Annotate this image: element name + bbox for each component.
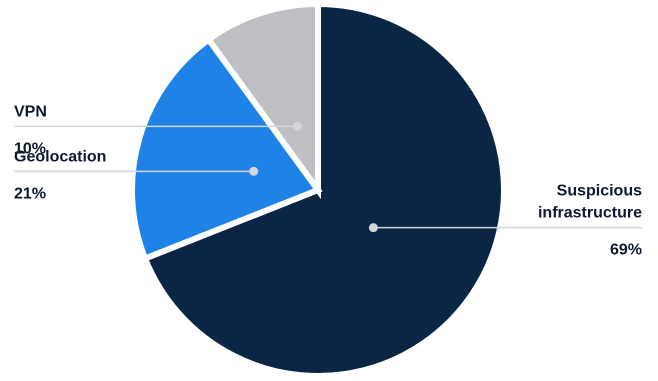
slice-value-suspicious-infrastructure: 69% — [610, 242, 642, 259]
slice-label-vpn: VPN — [14, 103, 47, 120]
slice-label-geolocation: Geolocation — [14, 148, 106, 165]
leader-dot-suspicious-infrastructure — [368, 223, 378, 233]
leader-lines — [14, 121, 642, 233]
leader-dot-geolocation — [249, 166, 259, 176]
slice-value-vpn: 10% — [14, 140, 46, 157]
slice-value-geolocation: 21% — [14, 185, 46, 202]
slice-vpn — [204, 0, 321, 200]
slice-label-suspicious-infrastructure-line-2: infrastructure — [538, 205, 642, 222]
pie-slices — [129, 0, 507, 379]
slice-suspicious-infrastructure — [141, 0, 507, 379]
slice-labels: Suspicious infrastructure 69% Geolocation 21… — [14, 103, 642, 258]
leader-dot-vpn — [292, 121, 302, 131]
slice-label-suspicious-infrastructure-line-1: Suspicious — [557, 183, 642, 200]
slice-geolocation — [129, 35, 323, 263]
